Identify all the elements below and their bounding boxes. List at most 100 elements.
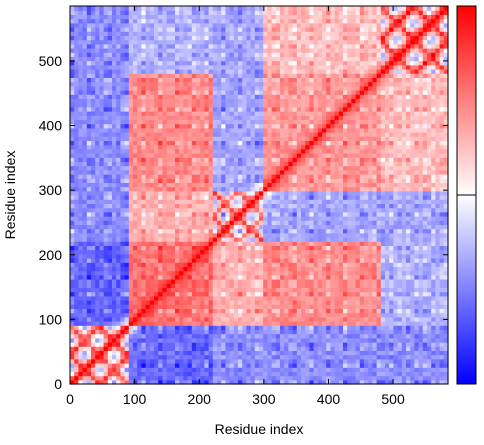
heatmap-cell [162, 52, 168, 57]
heatmap-cell [259, 321, 264, 326]
heatmap-cell [120, 295, 126, 301]
heatmap-cell [70, 249, 75, 255]
heatmap-cell [175, 64, 180, 70]
heatmap-cell [292, 127, 298, 133]
heatmap-cell [301, 337, 306, 343]
heatmap-cell [82, 106, 88, 112]
heatmap-cell [141, 300, 147, 305]
heatmap-cell [124, 123, 130, 129]
heatmap-cell [250, 52, 256, 57]
heatmap-cell [284, 98, 289, 104]
heatmap-cell [166, 106, 172, 112]
heatmap-cell [267, 115, 273, 120]
heatmap-cell [242, 31, 247, 36]
heatmap-cell [137, 354, 142, 360]
heatmap-cell [242, 321, 247, 326]
heatmap-cell [166, 321, 172, 326]
heatmap-cell [128, 153, 134, 158]
heatmap-cell [82, 123, 88, 129]
heatmap-cell [254, 354, 260, 360]
heatmap-cell [217, 106, 222, 112]
heatmap-cell [112, 333, 117, 339]
heatmap-cell [74, 216, 79, 221]
heatmap-cell [246, 39, 252, 45]
heatmap-cell [259, 186, 264, 192]
heatmap-cell [221, 325, 226, 330]
heatmap-cell [170, 216, 176, 221]
heatmap-cell [204, 10, 210, 15]
heatmap-cell [284, 224, 289, 230]
heatmap-cell [284, 367, 289, 372]
heatmap-cell [280, 132, 285, 137]
heatmap-cell [196, 337, 201, 343]
heatmap-cell [74, 337, 79, 343]
heatmap-cell [267, 148, 273, 154]
heatmap-cell [284, 211, 289, 217]
heatmap-cell [280, 115, 285, 120]
heatmap-cell [267, 245, 273, 251]
heatmap-cell [116, 371, 121, 377]
heatmap-cell [74, 144, 79, 150]
heatmap-cell [91, 300, 96, 305]
heatmap-cell [296, 123, 302, 129]
heatmap-cell [275, 337, 281, 343]
heatmap-cell [275, 98, 281, 104]
heatmap-cell [191, 27, 197, 32]
heatmap-cell [74, 157, 79, 162]
heatmap-cell [91, 283, 96, 288]
heatmap-cell [271, 337, 277, 343]
heatmap-cell [133, 144, 138, 150]
heatmap-cell [128, 31, 134, 36]
heatmap-cell [154, 367, 159, 372]
heatmap-cell [166, 266, 172, 272]
heatmap-cell [170, 174, 176, 179]
heatmap-cell [271, 363, 277, 368]
heatmap-cell [284, 81, 289, 87]
heatmap-cell [229, 43, 235, 49]
heatmap-cell [246, 115, 252, 120]
heatmap-cell [225, 106, 231, 112]
heatmap-cell [267, 371, 273, 377]
heatmap-cell [238, 253, 243, 259]
heatmap-cell [200, 123, 205, 129]
heatmap-cell [70, 178, 75, 183]
heatmap-cell [229, 115, 235, 120]
heatmap-cell [141, 367, 147, 372]
heatmap-cell [191, 308, 197, 314]
heatmap-cell [99, 241, 105, 246]
heatmap-cell [191, 291, 197, 297]
heatmap-cell [124, 249, 130, 255]
heatmap-cell [191, 279, 197, 284]
heatmap-cell [263, 358, 268, 364]
heatmap-cell [217, 283, 222, 288]
heatmap-cell [292, 371, 298, 377]
heatmap-cell [212, 300, 218, 305]
heatmap-cell [284, 190, 289, 196]
heatmap-cell [74, 77, 79, 83]
heatmap-cell [254, 224, 260, 230]
heatmap-cell [208, 94, 214, 99]
heatmap-cell [208, 48, 214, 53]
heatmap-cell [196, 148, 201, 154]
heatmap-cell [242, 350, 247, 356]
heatmap-cell [271, 98, 277, 104]
heatmap-cell [254, 43, 260, 49]
heatmap-cell [162, 18, 168, 24]
heatmap-cell [200, 165, 205, 171]
heatmap-cell [284, 295, 289, 301]
heatmap-cell [267, 169, 273, 175]
heatmap-cell [103, 354, 109, 360]
heatmap-cell [99, 18, 105, 24]
heatmap-cell [296, 43, 302, 49]
heatmap-cell [158, 115, 163, 120]
heatmap-cell [267, 106, 273, 112]
heatmap-cell [162, 350, 168, 356]
heatmap-cell [78, 195, 84, 200]
heatmap-cell [242, 169, 247, 175]
heatmap-cell [158, 52, 163, 57]
heatmap-cell [78, 132, 84, 137]
heatmap-cell [145, 165, 151, 171]
heatmap-cell [233, 245, 239, 251]
heatmap-cell [187, 182, 193, 188]
